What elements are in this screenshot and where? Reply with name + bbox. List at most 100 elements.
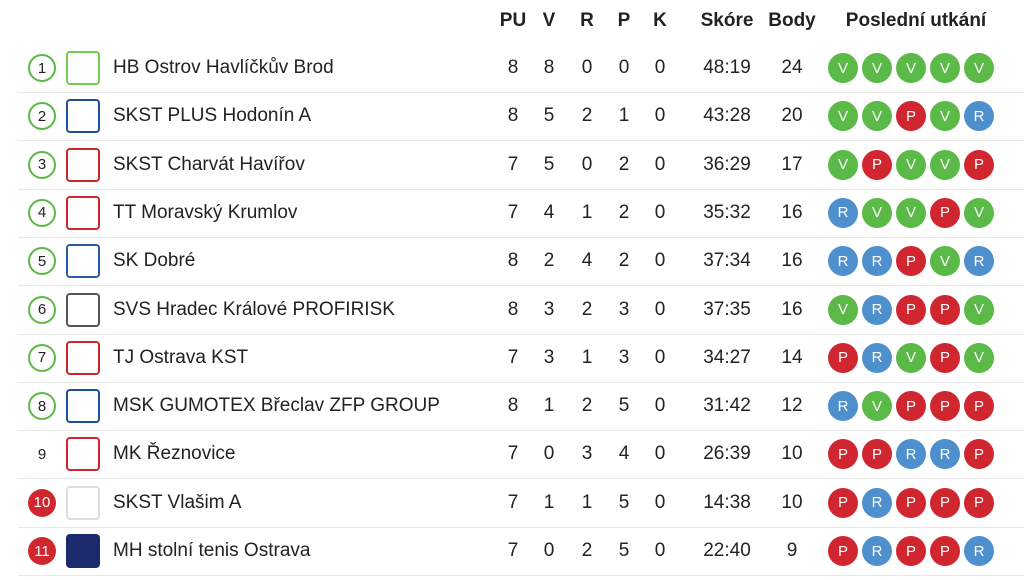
team-logo [66,340,100,375]
form-badge: V [964,197,994,228]
stat: 0 [654,346,666,368]
team-name: SKST Vlašim A [113,491,242,513]
stat: 0 [654,57,666,78]
stat: 5 [543,105,555,127]
form-badge: P [828,439,858,470]
team-name: MH stolní tenis Ostrava [113,540,311,561]
team-name: TJ Ostrava KST [113,346,249,368]
rank: 6 [28,295,56,324]
stat: 0 [654,443,666,465]
form-badge: V [896,149,926,180]
form-badge: P [896,536,926,566]
rank: 7 [28,343,56,372]
form-badge: V [964,342,994,373]
table-row [18,44,1024,93]
rank: 1 [28,54,56,82]
rank: 9 [37,445,47,463]
rank: 11 [28,537,56,565]
column-header: PU [499,10,527,31]
stat: 2 [618,250,630,272]
column-header: R [580,10,594,31]
stat: 14 [781,346,803,368]
stat: 8 [507,298,519,320]
form-badge: V [828,294,858,325]
stat: 10 [781,491,803,513]
stat: 5 [618,395,630,417]
form-badge: V [930,149,960,180]
stat: 0 [543,540,555,561]
stat: 1 [618,105,630,127]
team-name: SK Dobré [113,250,196,272]
form-badge: V [828,149,858,180]
form-badge: R [964,536,994,566]
stat: 2 [581,395,593,417]
stat: 3 [581,443,593,465]
stat: 7 [507,491,519,513]
stat: 2 [543,250,555,272]
stat: 2 [618,201,630,223]
stat: 0 [654,540,666,561]
form-badge: V [862,391,892,422]
rank: 5 [28,247,56,276]
stat: 2 [581,105,593,127]
rank: 2 [28,102,56,131]
rank: 10 [28,488,56,517]
team-logo [66,51,100,85]
stat: 8 [507,395,519,417]
stat: 37:35 [703,298,751,320]
team-logo [66,99,100,134]
form-badge: V [862,101,892,132]
team-logo [66,244,100,279]
column-header: P [617,10,631,31]
stat: 2 [581,298,593,320]
table-row [18,430,1024,480]
stat: 26:39 [703,443,751,465]
table-row [18,141,1024,190]
stat: 31:42 [703,395,751,417]
form-badge: P [828,487,858,518]
stat: 48:19 [703,57,751,78]
stat: 16 [781,201,803,223]
stat: 0 [543,443,555,465]
stat: 4 [543,201,555,223]
stat: 2 [581,540,593,561]
stat: 17 [781,153,803,175]
form-badge: P [930,342,960,373]
team-name: MSK GUMOTEX Břeclav ZFP GROUP [113,395,440,417]
stat: 8 [507,57,519,78]
team-logo [66,485,100,520]
stat: 4 [618,443,630,465]
table-row [18,479,1024,528]
stat: 36:29 [703,153,751,175]
form-badge: V [896,53,926,83]
table-row [18,527,1024,576]
form-badge: P [964,149,994,180]
table-row [18,237,1024,287]
stat: 1 [581,346,593,368]
rank: 8 [28,392,56,421]
form-badge: V [896,197,926,228]
stat: 0 [581,153,593,175]
column-header: V [542,10,556,31]
form-badge: R [964,101,994,132]
team-logo [66,292,100,327]
stat: 0 [654,201,666,223]
form-badge: P [964,487,994,518]
stat: 3 [543,298,555,320]
stat: 5 [618,540,630,561]
form-badge: P [930,391,960,422]
form-badge: P [930,487,960,518]
column-header: Poslední utkání [845,10,987,31]
team-name: MK Řeznovice [113,443,236,465]
stat: 0 [654,153,666,175]
stat: 12 [781,395,803,417]
team-logo [66,437,100,472]
form-badge: R [862,536,892,566]
table-row [18,189,1024,238]
stat: 7 [507,201,519,223]
stat: 35:32 [703,201,751,223]
form-badge: R [828,197,858,228]
team-name: HB Ostrov Havlíčkův Brod [113,57,334,78]
form-badge: P [930,294,960,325]
